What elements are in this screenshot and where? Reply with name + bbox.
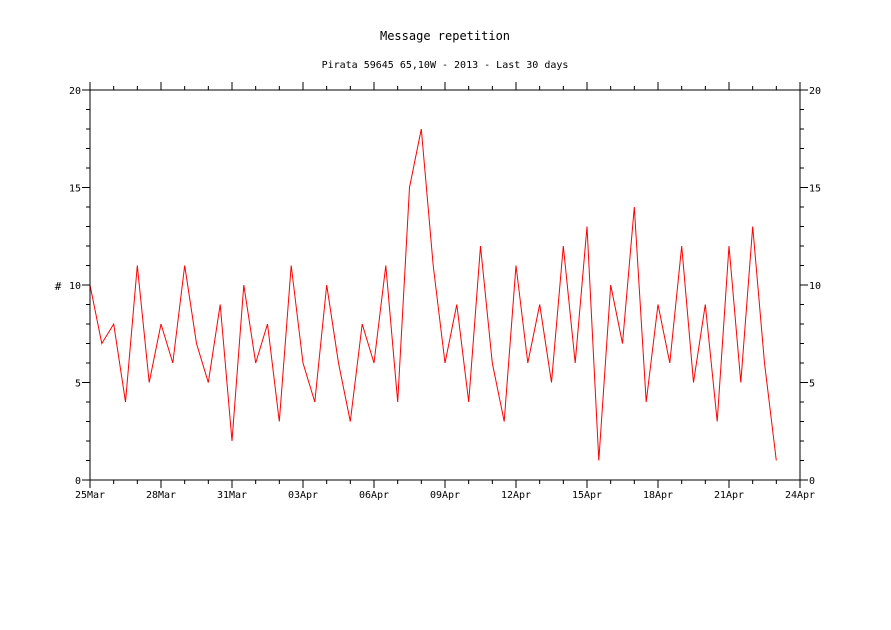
x-tick-label: 31Mar bbox=[217, 490, 247, 501]
y-tick-label-left: 15 bbox=[69, 184, 81, 195]
y-tick-label-right: 0 bbox=[809, 476, 815, 487]
x-tick-label: 12Apr bbox=[501, 490, 531, 501]
x-tick-label: 09Apr bbox=[430, 490, 460, 501]
y-tick-label-right: 15 bbox=[809, 184, 821, 195]
x-tick-label: 18Apr bbox=[643, 490, 673, 501]
y-tick-label-left: 0 bbox=[75, 476, 81, 487]
series-line bbox=[89, 128, 777, 461]
chart-subtitle: Pirata 59645 65,10W - 2013 - Last 30 day… bbox=[322, 60, 569, 71]
y-tick-label-right: 5 bbox=[809, 379, 815, 390]
y-tick-label-left: 20 bbox=[69, 86, 81, 97]
x-tick-label: 25Mar bbox=[75, 490, 105, 501]
y-tick-label-right: 10 bbox=[809, 281, 821, 292]
axis-ticks bbox=[82, 82, 808, 488]
tick-labels: 0 0 5 5 10 10 15 15 20 20 25Mar 28Mar 31Mar 03Apr 06Ap… bbox=[69, 86, 821, 501]
plot-frame bbox=[89, 89, 801, 481]
x-tick-label: 21Apr bbox=[714, 490, 744, 501]
y-tick-label-left: 10 bbox=[69, 281, 81, 292]
series-group bbox=[89, 128, 777, 461]
y-tick-label-left: 5 bbox=[75, 379, 81, 390]
x-tick-label: 24Apr bbox=[785, 490, 815, 501]
x-tick-label: 06Apr bbox=[359, 490, 389, 501]
y-axis-label: # bbox=[55, 280, 62, 293]
x-tick-label: 15Apr bbox=[572, 490, 602, 501]
y-tick-label-right: 20 bbox=[809, 86, 821, 97]
x-tick-label: 28Mar bbox=[146, 490, 176, 501]
x-tick-label: 03Apr bbox=[288, 490, 318, 501]
chart-title: Message repetition bbox=[380, 29, 510, 43]
